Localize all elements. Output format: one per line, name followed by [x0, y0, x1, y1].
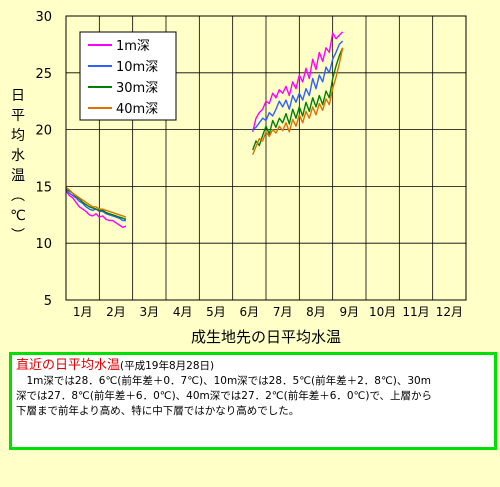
latest-temperature-box: 直近の日平均水温(平成19年8月28日) 1m深では28．6℃(前年差＋0．7℃… [9, 352, 497, 450]
y-tick-label: 15 [35, 180, 52, 195]
series-line [252, 40, 344, 131]
legend-label: 30m深 [116, 81, 158, 96]
info-line: 深では27．8℃(前年差＋6．0℃)、40m深では27．2℃(前年差＋6．0℃)… [16, 390, 433, 402]
info-line: 1m深では28．6℃(前年差＋0．7℃)、10m深では28．5℃(前年差＋2．8… [16, 375, 431, 387]
info-heading-line: 直近の日平均水温(平成19年8月28日) [16, 358, 490, 374]
info-heading: 直近の日平均水温 [16, 358, 121, 373]
y-tick-label: 5 [44, 294, 52, 309]
y-tick-label: 30 [35, 10, 52, 25]
y-tick-label: 20 [35, 124, 52, 139]
x-tick-label: 7月 [273, 305, 293, 319]
x-tick-label: 2月 [106, 305, 126, 319]
x-tick-labels: 1月 2月 3月 4月 5月 6月 7月 8月 9月 10月 11月 12月 [73, 305, 463, 319]
series-line [252, 47, 344, 155]
legend-label: 10m深 [116, 60, 158, 75]
y-tick-label: 25 [35, 67, 52, 82]
series-line [252, 47, 344, 151]
series-line [65, 190, 127, 229]
y-tick-labels: 5 10 15 20 25 30 [35, 10, 52, 309]
series-line [252, 31, 344, 133]
y-axis-label-char: 温 [11, 168, 25, 184]
x-tick-label: 5月 [206, 305, 226, 319]
x-axis-title: 成生地先の日平均水温 [190, 328, 341, 346]
series-lines [65, 31, 344, 229]
series-line [65, 188, 127, 220]
y-axis-label-char: ℃ [10, 208, 26, 224]
x-tick-label: 1月 [73, 305, 93, 319]
y-axis-label: 日平均水温 ︵ ℃ ︶ [8, 86, 28, 246]
info-date: (平成19年8月28日) [120, 360, 215, 372]
y-axis-label-char: 平 [11, 108, 25, 124]
x-tick-label: 9月 [340, 305, 360, 319]
y-axis-label-char: ︵ [11, 188, 25, 204]
x-tick-label: 8月 [306, 305, 326, 319]
y-axis-label-char: ︶ [11, 228, 25, 244]
x-tick-label: 12月 [436, 305, 463, 319]
y-tick-label: 10 [35, 237, 52, 252]
x-tick-label: 11月 [402, 305, 429, 319]
x-tick-label: 4月 [173, 305, 193, 319]
series-line [65, 186, 127, 218]
x-tick-label: 6月 [240, 305, 260, 319]
x-tick-label: 3月 [140, 305, 160, 319]
plot-frame [65, 15, 467, 301]
legend-label: 1m深 [116, 39, 150, 54]
y-axis-label-char: 均 [11, 128, 25, 144]
info-line: 下層まで前年より高め、特に中下層ではかなり高めでした。 [16, 405, 300, 417]
legend-label: 40m深 [116, 102, 158, 117]
y-axis-label-char: 日 [11, 88, 25, 104]
y-axis-label-char: 水 [11, 148, 25, 164]
legend: 1m深 10m深 30m深 40m深 [79, 31, 177, 121]
legend-box [79, 31, 177, 121]
x-tick-label: 10月 [369, 305, 396, 319]
